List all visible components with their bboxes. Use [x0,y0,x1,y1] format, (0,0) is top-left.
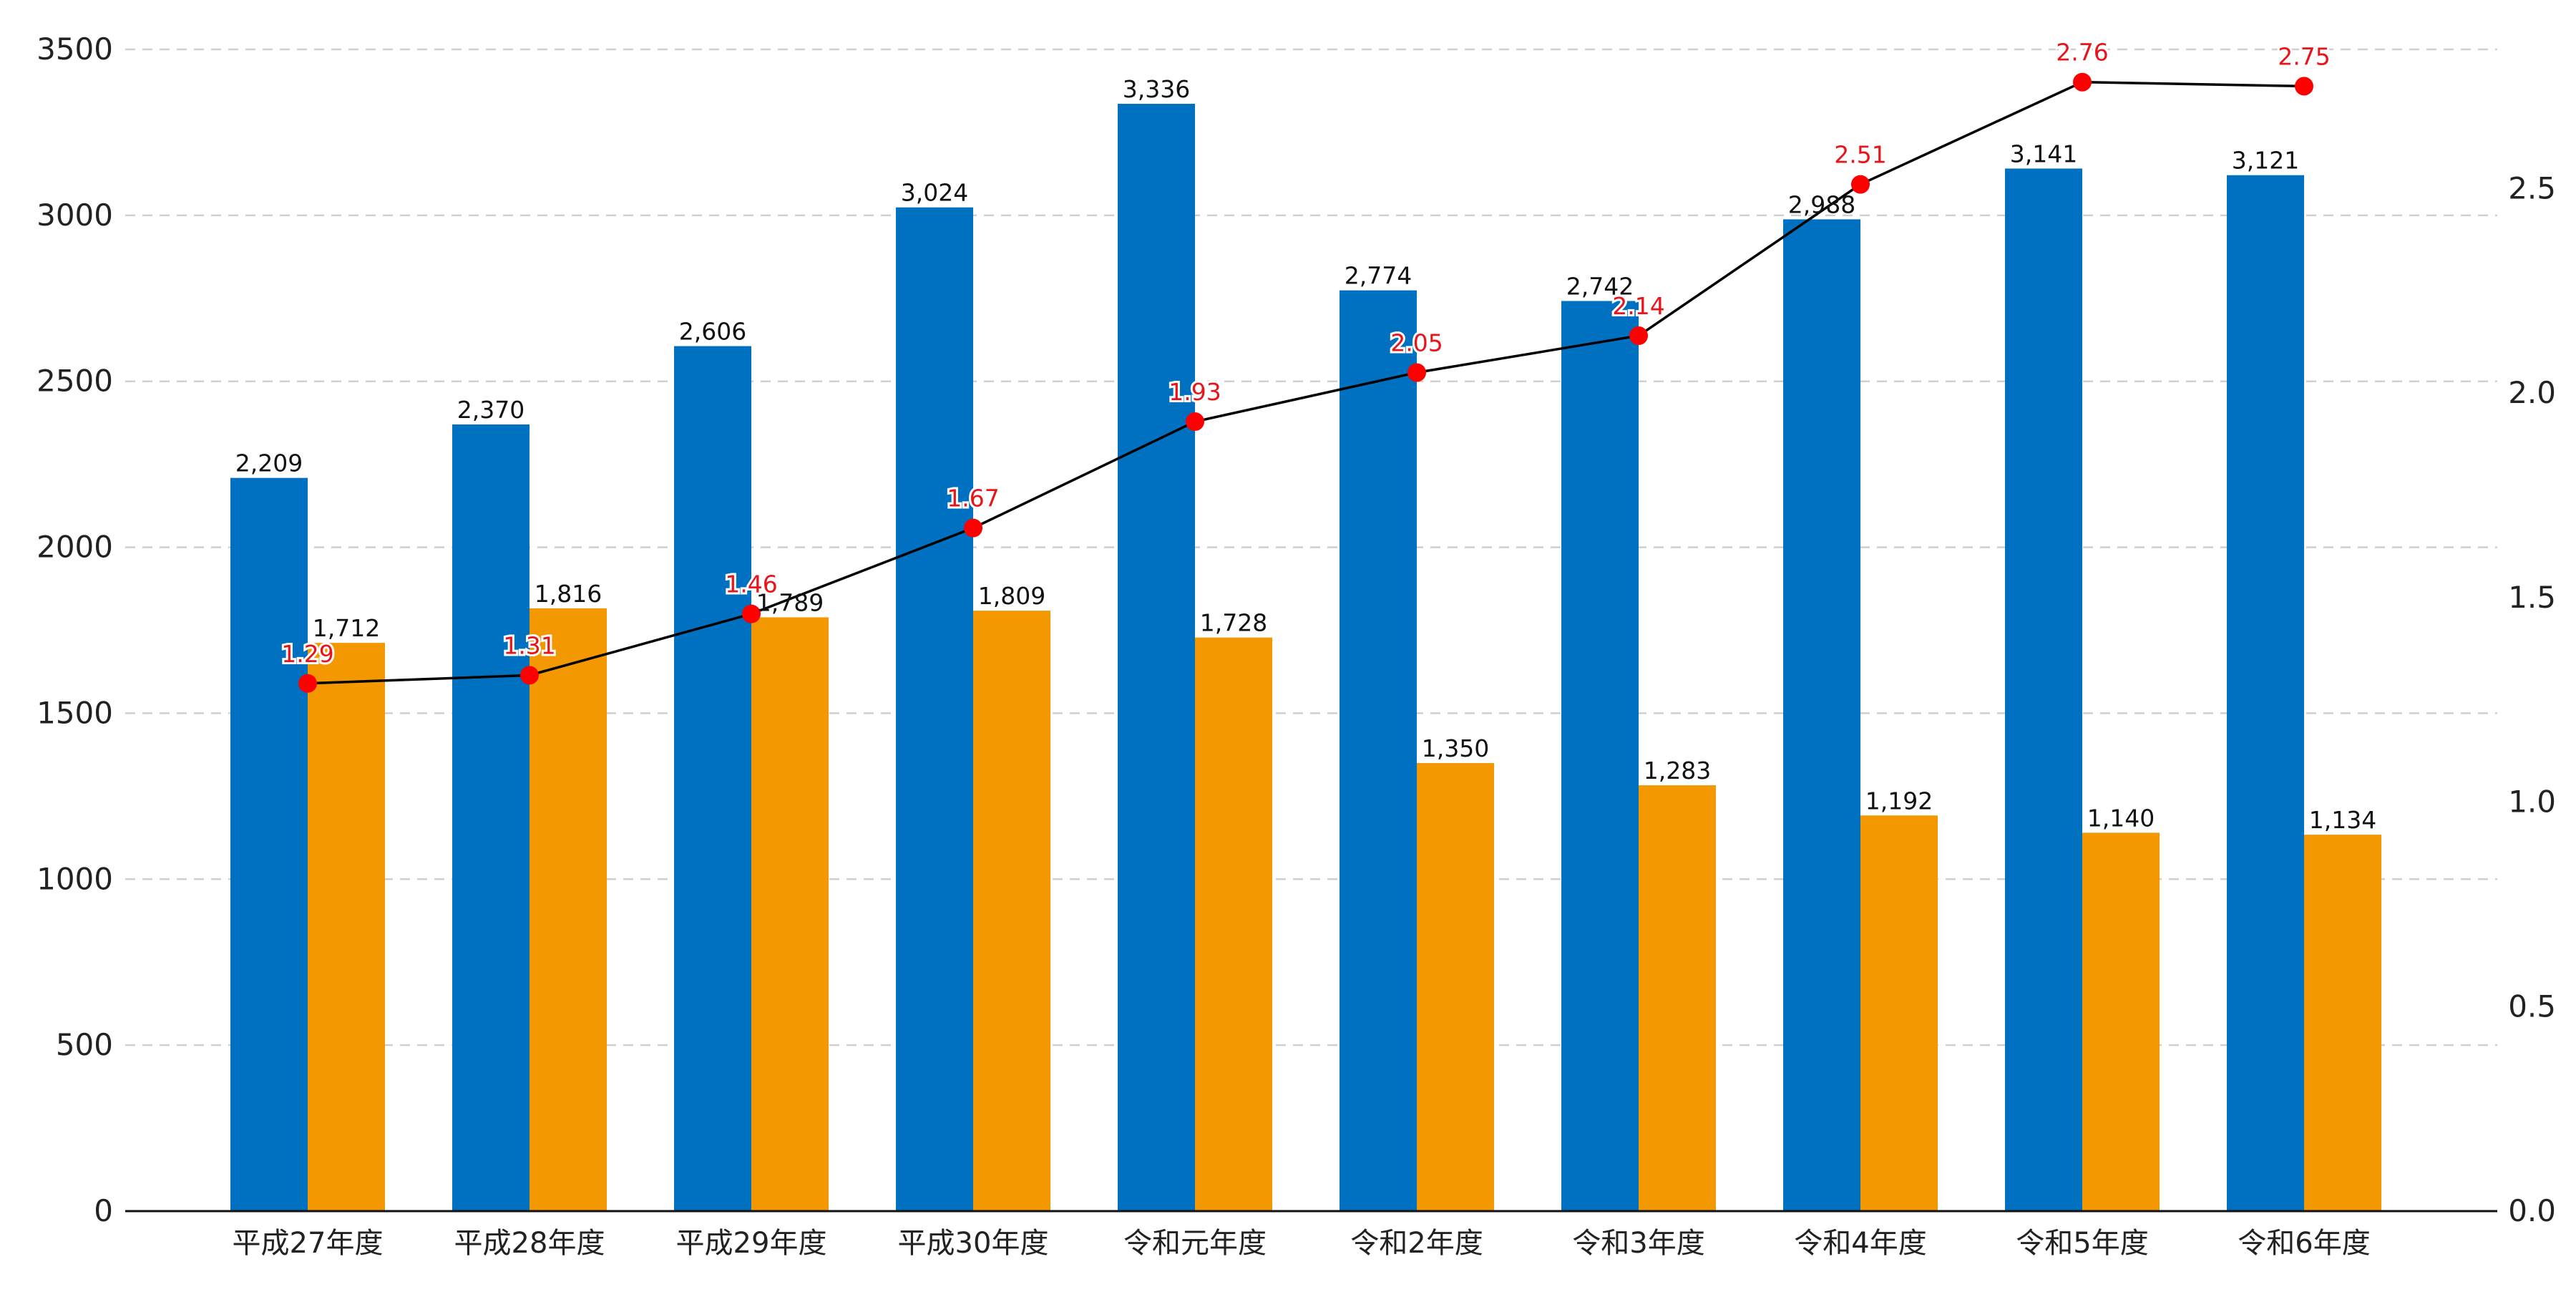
bar-series-2 [2082,832,2160,1211]
ratio-data-label: 2.14 [1612,292,1664,320]
left-axis-tick-label: 1500 [36,695,113,730]
bar-series-2 [1860,815,1938,1211]
category-label: 令和6年度 [2238,1227,2370,1260]
bar-series-2 [1417,762,1494,1211]
bar-data-label: 1,140 [2087,804,2155,832]
ratio-point [1851,175,1870,194]
ratio-data-label: 1.67 [947,485,999,513]
left-axis-tick-label: 3500 [36,31,113,67]
bar-data-label: 3,141 [2010,140,2077,167]
right-axis-tick-label: 0.5 [2508,989,2556,1024]
right-axis-tick-label: 2.0 [2508,375,2556,410]
ratio-data-label: 1.93 [1169,378,1221,406]
ratio-point [520,666,539,685]
ratio-point [1407,363,1426,382]
category-label: 令和3年度 [1572,1227,1704,1260]
right-axis-tick-label: 2.5 [2508,170,2556,205]
left-axis-tick-label: 2500 [36,364,113,399]
category-label: 平成28年度 [454,1227,605,1260]
bar-series-1 [896,207,973,1211]
bar-data-label: 2,606 [679,318,746,346]
bar-series-2 [973,611,1050,1211]
bar-data-label: 1,789 [756,588,824,616]
ratio-point [2073,72,2092,92]
bar-data-label: 1,816 [535,580,602,608]
bar-data-label: 3,024 [901,179,968,207]
bar-series-1 [1561,301,1639,1212]
category-label: 平成29年度 [676,1227,827,1260]
bar-series-2 [308,643,385,1211]
ratio-data-label: 1.31 [503,631,555,659]
ratio-point [1186,412,1204,432]
left-axis-tick-label: 1000 [36,861,113,896]
ratio-data-label: 2.75 [2278,42,2330,70]
bar-data-label: 3,336 [1123,75,1190,103]
right-axis-tick-label: 1.5 [2508,580,2556,615]
bar-data-label: 1,809 [978,582,1045,610]
ratio-line [307,80,2305,685]
bar-series-1 [230,477,308,1211]
axes: 0 500 1000 1500 2000 2500 3000 3500 0.0 0.5 1.0 1.5… [36,31,2556,1260]
ratio-point [742,604,761,623]
bar-data-label: 2,742 [1566,272,1634,300]
data-labels: 2,209 2,370 2,606 3,024 3,336 2,774 2,742 2,988… [235,37,2376,834]
bar-data-label: 1,134 [2309,806,2376,834]
bar-series-2 [1195,637,1272,1211]
ratio-point [1629,326,1648,346]
bar-series-1 [1783,219,1860,1211]
bar-series-2 [530,608,607,1211]
left-axis-tick-label: 2000 [36,530,113,565]
bars [230,104,2381,1212]
bar-series-2 [2304,835,2381,1211]
bar-series-2 [1639,785,1716,1211]
bar-data-label: 1,728 [1200,609,1267,637]
bar-data-label: 2,370 [457,396,525,424]
ratio-data-label: 2.05 [1390,329,1443,356]
ratio-data-label: 1.29 [281,640,333,668]
bar-series-2 [751,617,829,1211]
right-axis-tick-label: 0.0 [2508,1193,2556,1228]
bar-series-1 [2005,168,2082,1212]
ratio-line-series [298,72,2313,693]
bar-series-1 [1340,290,1417,1211]
category-label: 令和元年度 [1123,1227,1267,1260]
bar-series-1 [452,424,530,1212]
left-axis-tick-label: 3000 [36,198,113,233]
ratio-point [964,518,982,538]
ratio-data-label: 2.76 [2056,39,2108,67]
bar-data-label: 2,988 [1788,190,1855,218]
bar-data-label: 2,209 [235,450,303,477]
bar-data-label: 1,712 [313,614,380,642]
bar-data-label: 1,350 [1422,734,1489,762]
category-label: 令和4年度 [1794,1227,1926,1260]
ratio-point [2295,77,2313,96]
bar-series-1 [2227,175,2304,1212]
bar-data-label: 3,121 [2232,147,2299,175]
ratio-data-label: 1.46 [725,570,777,598]
bar-series-1 [674,346,751,1212]
bar-data-label: 1,192 [1865,787,1933,815]
category-label: 平成27年度 [233,1227,384,1260]
bar-data-label: 2,774 [1345,262,1412,290]
category-label: 平成30年度 [898,1227,1049,1260]
right-axis-tick-label: 1.0 [2508,785,2556,820]
bar-series-1 [1118,104,1195,1211]
category-label: 令和5年度 [2016,1227,2148,1260]
ratio-data-label: 2.51 [1834,141,1886,169]
ratio-point [298,674,317,693]
left-axis-tick-label: 0 [94,1193,113,1228]
left-axis-tick-label: 500 [56,1027,113,1062]
category-label: 令和2年度 [1350,1227,1483,1260]
bar-data-label: 1,283 [1644,757,1711,785]
